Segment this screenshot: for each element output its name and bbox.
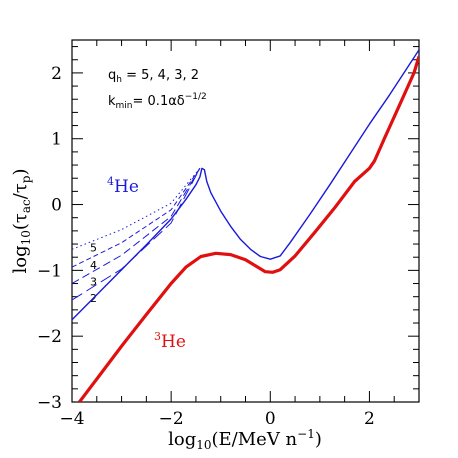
series-line-3he [78,56,419,402]
y-tick-label: 0 [51,196,62,216]
y-axis-label: log10(τac/τp) [10,168,33,273]
variant-label-qh-4: 4 [90,259,97,272]
q-annotation: qh = 5, 4, 3, 2 [108,68,199,85]
series-label-3he: 3He [154,330,186,352]
series-line-4he [72,49,419,321]
axis-ticks [71,40,420,403]
y-tick-label: −1 [37,261,62,281]
series-label-4he: 4He [107,175,139,197]
x-tick-label: 0 [265,409,276,429]
x-tick-label: 2 [364,409,375,429]
variant-line-qh-3 [72,168,201,284]
kmin-annotation: kmin= 0.1αδ−1/2 [108,92,207,111]
y-tick-label: −3 [37,393,62,413]
variant-label-qh-3: 3 [90,276,97,289]
x-tick-label: −2 [159,409,184,429]
variant-line-qh-5 [72,167,201,250]
variant-label-qh-5: 5 [90,241,97,254]
y-tick-label: 2 [51,64,62,84]
plot-frame [71,39,420,403]
x-tick-label: −4 [59,409,84,429]
variant-line-qh-4 [72,168,201,268]
y-tick-label: 1 [51,130,62,150]
x-axis-label: log10(E/MeV n−1) [168,427,322,452]
series-layer [72,49,419,402]
variant-line-qh-2 [72,168,201,301]
y-tick-label: −2 [37,327,62,347]
